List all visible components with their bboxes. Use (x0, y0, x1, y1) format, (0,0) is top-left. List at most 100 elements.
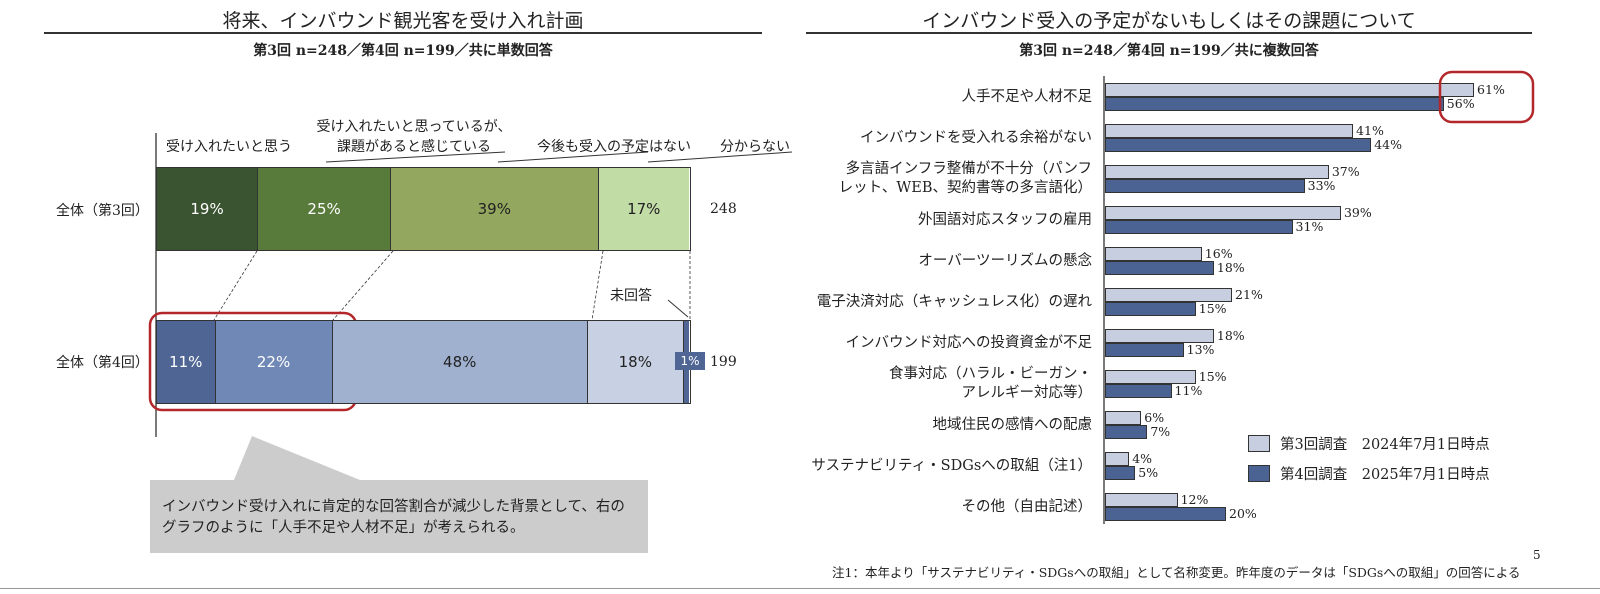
left-category-label-2-line1: 受け入れたいと思っているが、 (316, 119, 512, 135)
bar-4th (1105, 343, 1184, 357)
bar-3rd (1105, 452, 1130, 466)
right-chart-subtitle: 第3回 n=248／第4回 n=199／共に複数回答 (1019, 43, 1319, 59)
category-label-line: 食事対応（ハラル・ビーガン・ (889, 366, 1092, 382)
stack-value-label: 11% (169, 353, 203, 371)
no-answer-leader (667, 299, 689, 318)
legend-swatch-4th (1248, 465, 1270, 482)
footnote: 注1：本年より「サステナビリティ・SDGsへの取組」として名称変更。昨年度のデー… (832, 565, 1521, 580)
bar-value-label: 31% (1295, 219, 1324, 234)
bar-value-label: 33% (1307, 178, 1336, 193)
category-label-line: アレルギー対応等） (961, 385, 1093, 401)
category-label: 食事対応（ハラル・ビーガン・アレルギー対応等） (889, 365, 1092, 403)
bar-3rd (1105, 124, 1354, 138)
left-title-rule (44, 32, 762, 34)
legend-item-3rd: 第3回調査 2024年7月1日時点 (1248, 433, 1490, 454)
right-title-rule (806, 32, 1532, 34)
bar-value-label: 39% (1343, 205, 1372, 220)
bar-value-label: 15% (1198, 369, 1227, 384)
stack-value-label: 17% (627, 200, 661, 218)
connector-1 (213, 250, 258, 321)
stack-segment-3rd-2: 25% (258, 168, 392, 250)
category-label-line: 地域住民の感情への配慮 (932, 416, 1093, 433)
left-category-label-1: 受け入れたいと思う (166, 139, 292, 155)
bar-4th (1105, 384, 1172, 398)
category-label-line: オーバーツーリズムの懸念 (918, 252, 1092, 269)
leader-line-2 (325, 151, 506, 163)
row-n-4th: 199 (710, 354, 737, 370)
bar-value-label: 61% (1477, 82, 1505, 97)
bar-3rd (1105, 206, 1341, 220)
bar-4th (1105, 466, 1136, 480)
category-label-line: サステナビリティ・SDGsへの取組（注1） (811, 457, 1092, 474)
category-label: その他（自由記述） (962, 498, 1093, 517)
left-category-label-2-line2: 課題があると感じている (337, 139, 491, 155)
bar-4th (1105, 507, 1226, 521)
stacked-bar-4th: 11% 22% 48% 18% (156, 320, 691, 404)
category-label-line: インバウンド対応への投資資金が不足 (845, 334, 1093, 351)
bar-value-label: 20% (1229, 506, 1257, 521)
left-category-label-4: 分からない (720, 139, 790, 155)
right-chart-title: インバウンド受入の予定がないもしくはその課題について (922, 10, 1416, 32)
bar-value-label: 5% (1138, 465, 1159, 480)
bar-4th (1105, 179, 1305, 193)
bar-4th (1105, 261, 1214, 275)
category-label: 多言語インフラ整備が不十分（パンフレット、WEB、契約書等の多言語化） (839, 160, 1092, 198)
bar-4th (1105, 97, 1444, 111)
bar-3rd (1105, 83, 1475, 97)
category-label-line: インバウンドを受入れる余裕がない (860, 129, 1092, 146)
bar-3rd (1105, 411, 1142, 425)
category-label: 人手不足や人材不足 (962, 88, 1093, 107)
legend-item-4th: 第4回調査 2025年7月1日時点 (1248, 463, 1490, 484)
legend-swatch-3rd (1248, 435, 1270, 452)
row-n-3rd: 248 (710, 201, 737, 217)
bar-4th (1105, 425, 1148, 439)
bar-3rd (1105, 247, 1202, 261)
leader-line-4 (647, 151, 793, 163)
category-label-line: 多言語インフラ整備が不十分（パンフ (845, 161, 1092, 177)
category-label-line: 電子決済対応（キャッシュレス化）の遅れ (816, 293, 1092, 310)
bar-4th (1105, 220, 1293, 234)
bar-value-label: 13% (1186, 342, 1215, 357)
bar-value-label: 18% (1216, 260, 1245, 275)
left-category-label-2: 受け入れたいと思っているが、 課題があると感じている (300, 117, 528, 157)
bar-3rd (1105, 165, 1329, 179)
bar-3rd (1105, 288, 1233, 302)
stack-segment-3rd-1: 19% (157, 168, 259, 250)
category-label: インバウンドを受入れる余裕がない (860, 129, 1092, 148)
stack-segment-4th-1: 11% (157, 321, 216, 403)
category-label-line: 人手不足や人材不足 (961, 88, 1093, 105)
leader-line-3 (497, 151, 649, 163)
stacked-bar-3rd: 19% 25% 39% 17% (156, 167, 691, 251)
bar-value-label: 56% (1446, 96, 1475, 111)
category-label-line: 外国語対応スタッフの雇用 (918, 211, 1092, 228)
bar-value-label: 21% (1235, 287, 1263, 302)
legend-label-4th: 第4回調査 2025年7月1日時点 (1280, 467, 1490, 483)
legend-label-3rd: 第3回調査 2024年7月1日時点 (1280, 437, 1490, 453)
category-label-line: レット、WEB、契約書等の多言語化） (838, 180, 1092, 196)
page-bottom-rule (0, 588, 1600, 589)
bar-3rd (1105, 329, 1214, 343)
category-label-line: その他（自由記述） (961, 498, 1093, 515)
left-chart-title: 将来、インバウンド観光客を受け入れ計画 (222, 10, 584, 32)
callout-box: インバウンド受け入れに肯定的な回答割合が減少した背景として、右のグラフのように「… (150, 480, 648, 553)
bar-value-label: 16% (1204, 246, 1233, 261)
bar-value-label: 7% (1150, 424, 1171, 439)
connector-2 (332, 250, 394, 321)
no-answer-value-badge: 1% (675, 352, 705, 370)
stack-value-label: 18% (618, 353, 652, 371)
category-label: サステナビリティ・SDGsへの取組（注1） (811, 457, 1092, 476)
bar-value-label: 18% (1216, 328, 1245, 343)
category-label: インバウンド対応への投資資金が不足 (846, 334, 1093, 353)
category-label: 外国語対応スタッフの雇用 (918, 211, 1092, 230)
stack-value-label: 39% (477, 200, 511, 218)
stack-segment-4th-4: 18% (587, 321, 684, 403)
stack-value-label: 19% (190, 200, 224, 218)
bar-value-label: 41% (1356, 123, 1384, 138)
bar-value-label: 6% (1144, 410, 1165, 425)
bar-3rd (1105, 493, 1178, 507)
stack-value-label: 48% (443, 353, 477, 371)
stack-segment-3rd-4: 17% (598, 168, 689, 250)
bar-value-label: 12% (1180, 492, 1209, 507)
left-category-label-3: 今後も受入の予定はない (537, 139, 691, 155)
